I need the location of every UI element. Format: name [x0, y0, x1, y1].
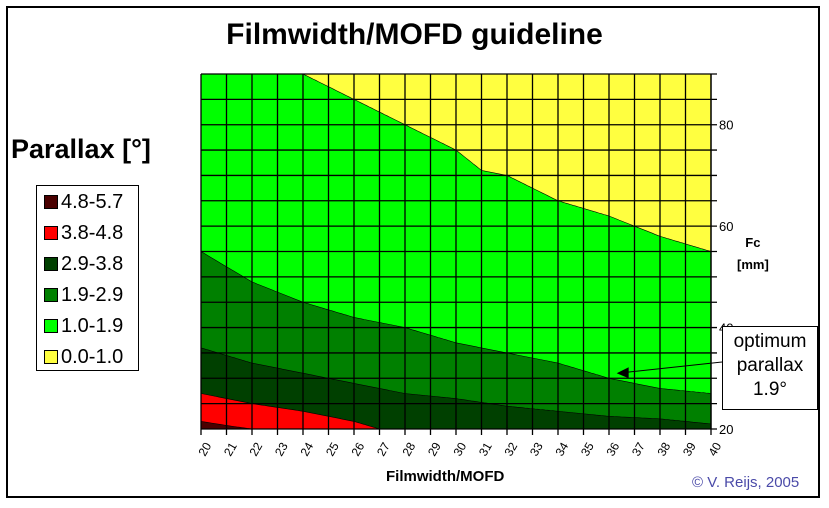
legend-label: 4.8-5.7: [61, 190, 124, 213]
x-tick-label: 30: [450, 440, 469, 459]
x-axis-label: Filmwidth/MOFD: [386, 468, 505, 485]
x-tick-label: 37: [629, 440, 648, 459]
y-tick-label: 20: [719, 422, 733, 437]
legend-label: 3.8-4.8: [61, 221, 124, 244]
x-tick-label: 39: [680, 440, 699, 459]
x-tick-label: 24: [297, 440, 316, 459]
x-tick-label: 27: [374, 440, 393, 459]
y-tick-label: 60: [719, 219, 733, 234]
legend-swatch: [44, 350, 58, 364]
x-tick-label: 20: [195, 440, 214, 459]
x-tick-label: 35: [578, 440, 597, 459]
annotation-line: optimum: [733, 331, 807, 352]
legend-item: 3.8-4.8: [44, 221, 123, 245]
x-tick-label: 38: [654, 440, 673, 459]
legend-item: 1.9-2.9: [44, 283, 123, 307]
x-tick-label: 40: [705, 440, 724, 459]
legend-item: 1.0-1.9: [44, 314, 123, 338]
legend-item: 0.0-1.0: [44, 345, 123, 369]
legend-title: Parallax [°]: [11, 134, 151, 164]
x-tick-label: 28: [399, 440, 418, 459]
x-tick-label: 22: [246, 440, 265, 459]
legend-label: 2.9-3.8: [61, 252, 124, 275]
legend-swatch: [44, 319, 58, 333]
x-tick-label: 32: [501, 440, 520, 459]
legend-swatch: [44, 195, 58, 209]
legend: 4.8-5.7 3.8-4.8 2.9-3.8 1.9-2.9 1.0-1.9 …: [36, 185, 139, 371]
x-tick-label: 25: [323, 440, 342, 459]
legend-swatch: [44, 257, 58, 271]
optimum-parallax-annotation: optimum parallax 1.9°: [722, 326, 818, 410]
legend-label: 1.0-1.9: [61, 314, 124, 337]
x-tick-label: 34: [552, 440, 571, 459]
y-axis-label-line2: [mm]: [737, 257, 769, 272]
x-tick-label: 21: [221, 440, 240, 459]
x-tick-label: 29: [425, 440, 444, 459]
copyright-credit: © V. Reijs, 2005: [692, 474, 800, 491]
legend-swatch: [44, 226, 58, 240]
x-tick-label: 31: [476, 440, 495, 459]
chart-title: Filmwidth/MOFD guideline: [226, 18, 603, 51]
y-tick-label: 80: [719, 118, 733, 133]
y-axis-label-line1: Fc: [745, 235, 761, 250]
x-tick-label: 26: [348, 440, 367, 459]
annotation-line: 1.9°: [752, 379, 787, 400]
legend-swatch: [44, 288, 58, 302]
x-tick-label: 36: [603, 440, 622, 459]
legend-item: 2.9-3.8: [44, 252, 123, 276]
y-axis-label: Fc [mm]: [737, 232, 769, 276]
legend-label: 0.0-1.0: [61, 345, 124, 368]
legend-item: 4.8-5.7: [44, 190, 123, 214]
annotation-line: parallax: [736, 355, 804, 376]
x-tick-label: 23: [272, 440, 291, 459]
legend-label: 1.9-2.9: [61, 283, 124, 306]
x-tick-label: 33: [527, 440, 546, 459]
